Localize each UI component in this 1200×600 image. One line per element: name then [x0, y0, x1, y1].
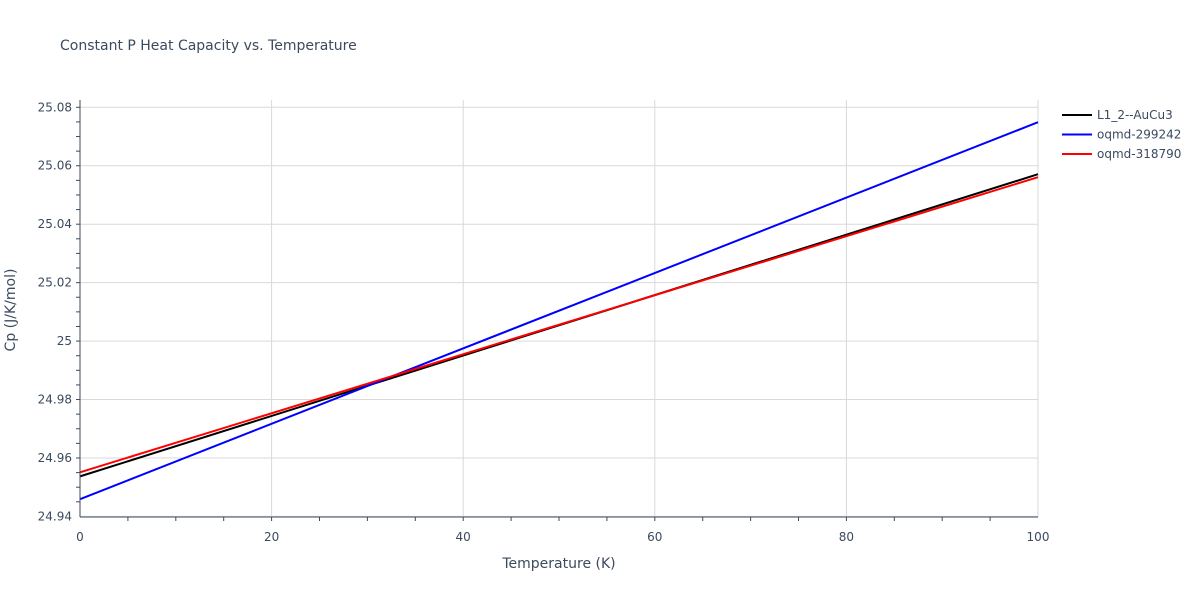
y-axis-title: Cp (J/K/mol): [3, 269, 19, 352]
series-line-oqmd-318790: [79, 176, 1039, 474]
legend-label: oqmd-318790: [1097, 147, 1181, 161]
series-line-oqmd-299242: [79, 121, 1039, 501]
x-tick-label: 80: [839, 530, 854, 544]
y-tick-label: 25.08: [38, 100, 72, 114]
x-axis-title: Temperature (K): [501, 556, 615, 572]
axes: 0 20 40 60 80 100 24.94 24.96 24.98 25 25.02 25.04 2…: [38, 100, 1050, 544]
legend-item[interactable]: oqmd-318790: [1062, 147, 1181, 161]
y-tick-label: 25.04: [38, 217, 72, 231]
chart-title: Constant P Heat Capacity vs. Temperature: [60, 38, 357, 54]
legend-item[interactable]: L1_2--AuCu3: [1062, 108, 1173, 122]
y-tick-label: 25.06: [38, 159, 72, 173]
legend-item[interactable]: oqmd-299242: [1062, 128, 1181, 142]
y-tick-label: 25.02: [38, 276, 72, 290]
legend-label: L1_2--AuCu3: [1097, 108, 1173, 122]
y-tick-label: 24.98: [38, 393, 72, 407]
plot-series: [79, 121, 1039, 501]
y-tick-label: 24.96: [38, 451, 72, 465]
x-tick-label: 60: [647, 530, 662, 544]
legend-label: oqmd-299242: [1097, 128, 1181, 142]
legend[interactable]: L1_2--AuCu3 oqmd-299242 oqmd-318790: [1062, 108, 1181, 161]
x-tick-label: 100: [1027, 530, 1050, 544]
x-tick-label: 40: [456, 530, 471, 544]
x-tick-label: 20: [264, 530, 279, 544]
x-tick-label: 0: [76, 530, 84, 544]
y-tick-label: 25: [57, 334, 72, 348]
grid: [80, 100, 1039, 517]
y-tick-label: 24.94: [38, 509, 72, 523]
